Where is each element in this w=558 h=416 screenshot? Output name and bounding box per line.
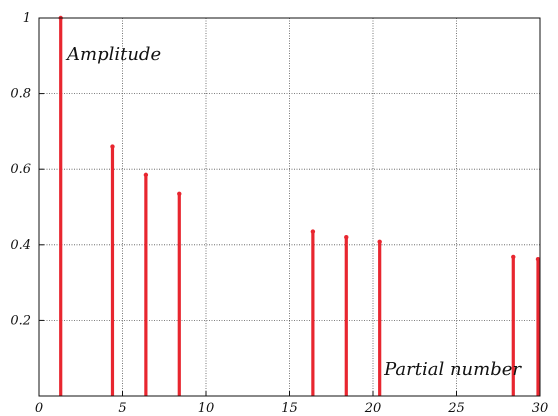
grid-lines [39,18,540,396]
y-tick-label: 1 [23,11,31,26]
x-tick-label: 5 [118,401,126,416]
x-tick-label: 30 [532,401,549,416]
y-tick-label: 0.6 [10,162,31,177]
x-axis-ticks: 0 5 10 15 20 25 30 [35,391,548,416]
stem-marker [535,256,541,262]
stem-marker [110,144,115,149]
y-tick-label: 0.8 [10,87,31,102]
x-axis-label: Partial number [383,359,522,380]
x-tick-label: 10 [198,401,215,416]
stem-marker [511,254,516,260]
x-tick-label: 20 [364,401,382,416]
stem-marker [344,235,349,240]
stem-marker [177,191,182,196]
y-axis-label: Amplitude [65,44,161,65]
y-tick-label: 0.4 [10,238,31,253]
y-axis-ticks: 0.2 0.4 0.6 0.8 1 [10,11,44,328]
stem-marker [143,172,149,178]
stem-marker [377,239,382,244]
data-stems [58,15,541,396]
x-tick-label: 15 [281,401,298,416]
stem-marker [310,229,316,234]
x-tick-label: 0 [35,401,43,416]
y-tick-label: 0.2 [10,313,31,328]
x-tick-label: 25 [447,401,465,416]
